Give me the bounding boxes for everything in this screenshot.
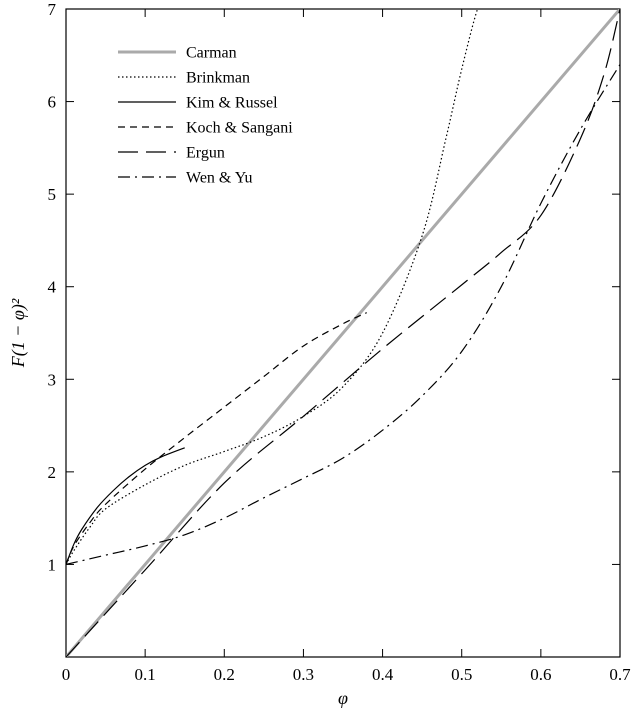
x-tick-label: 0.5: [451, 665, 472, 684]
x-tick-label: 0: [62, 665, 71, 684]
axis-ticks: 0 0.1 0.2 0.3 0.4 0.5 0.6 0.7 1 2 3 4 5 6 7: [48, 0, 632, 684]
y-tick-label: 2: [48, 463, 57, 482]
legend-label: Ergun: [186, 145, 225, 162]
series-line-koch-sangani: [66, 312, 367, 565]
x-tick-label: 0.6: [530, 665, 551, 684]
y-tick-label: 5: [48, 185, 57, 204]
x-tick-label: 0.4: [372, 665, 394, 684]
y-tick-label: 1: [48, 555, 57, 574]
legend-label: Koch & Sangani: [186, 120, 293, 137]
x-tick-label: 0.7: [609, 665, 631, 684]
y-tick-label: 6: [48, 93, 57, 112]
x-axis-label: φ: [338, 688, 348, 708]
y-axis-label: F(1 − φ)²: [8, 298, 29, 368]
series-line-carman: [66, 9, 620, 657]
x-tick-label: 0.3: [293, 665, 314, 684]
y-tick-label: 4: [48, 278, 57, 297]
legend-label: Kim & Russel: [186, 95, 278, 112]
legend-label: Brinkman: [186, 70, 250, 87]
series-line-kim-russel: [66, 447, 185, 565]
y-tick-label: 3: [48, 370, 57, 389]
legend: Carman Brinkman Kim & Russel Koch & Sangani…: [118, 45, 293, 187]
y-tick-label: 7: [48, 0, 57, 19]
series-line-brinkman: [66, 9, 479, 565]
series-line-wen-yu: [66, 64, 620, 566]
legend-label: Wen & Yu: [186, 170, 253, 187]
series-line-ergun: [66, 9, 620, 657]
series-layer: [66, 9, 620, 657]
x-tick-label: 0.1: [135, 665, 156, 684]
plot-frame: [65, 8, 621, 658]
x-tick-label: 0.2: [214, 665, 235, 684]
legend-label: Carman: [186, 45, 237, 62]
